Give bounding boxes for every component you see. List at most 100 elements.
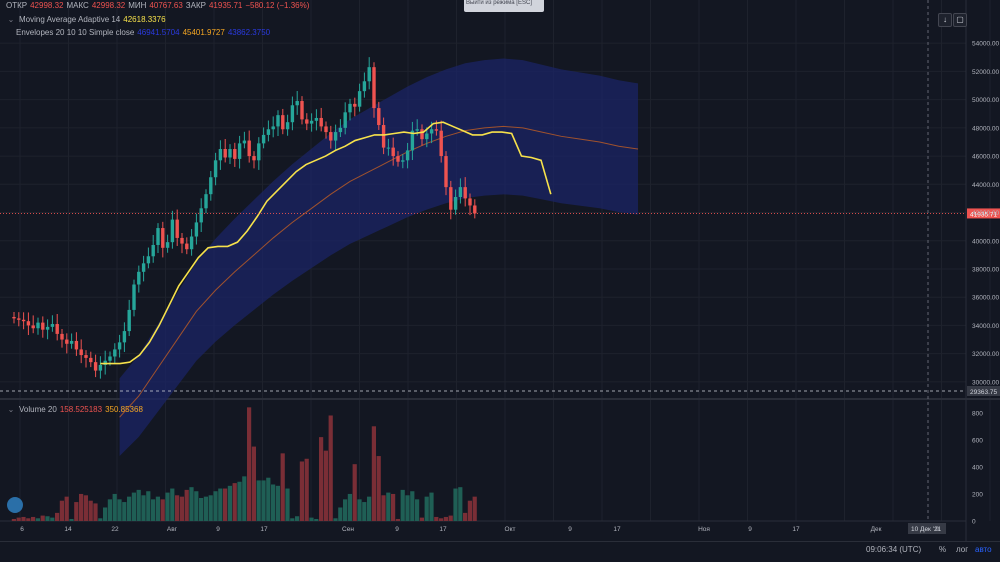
volume-bar bbox=[136, 489, 141, 521]
candle-body bbox=[429, 129, 434, 134]
candle-body bbox=[60, 333, 64, 340]
last-price-badge bbox=[967, 208, 1000, 219]
candle-body bbox=[218, 149, 223, 161]
candle-body bbox=[252, 156, 256, 161]
high-value: 42998.32 bbox=[91, 1, 126, 10]
volume-bar bbox=[434, 516, 439, 521]
x-tick-label: 17 bbox=[613, 526, 621, 533]
log-toggle[interactable]: лог bbox=[956, 545, 969, 554]
change-value: −580.12 (−1.36%) bbox=[245, 1, 310, 10]
candle-body bbox=[194, 222, 199, 237]
candle-body bbox=[391, 147, 395, 157]
candle-body bbox=[74, 340, 79, 350]
candle-body bbox=[343, 112, 347, 128]
candle-body bbox=[146, 256, 151, 264]
candle-body bbox=[189, 236, 194, 250]
x-tick-label: 6 bbox=[20, 526, 24, 533]
volume-value1: 158.525183 bbox=[59, 405, 103, 414]
volume-bar bbox=[189, 487, 194, 521]
volume-bar bbox=[237, 481, 242, 521]
volume-bar bbox=[74, 502, 79, 521]
low-price-badge bbox=[967, 386, 1000, 396]
candle-body bbox=[213, 160, 218, 178]
volume-bar bbox=[415, 499, 420, 521]
volume-bar bbox=[165, 492, 170, 521]
candle-body bbox=[223, 149, 227, 158]
x-tick-label: 22 bbox=[111, 526, 119, 533]
volume-legend[interactable]: ⌄ Volume 20 158.525183 350.85368 bbox=[6, 405, 143, 414]
candle-body bbox=[55, 324, 59, 334]
candle-body bbox=[290, 105, 295, 123]
ohlc-legend: ОТКР 42998.32 МАКС 42998.32 МИН 40767.63 ЗА… bbox=[6, 1, 309, 10]
volume-tick-label: 0 bbox=[972, 519, 976, 526]
candle-body bbox=[165, 242, 170, 248]
volume-bar bbox=[64, 496, 69, 521]
volume-bar bbox=[184, 489, 189, 521]
candle-body bbox=[151, 244, 155, 257]
volume-bar bbox=[463, 512, 468, 521]
candle-body bbox=[329, 132, 333, 141]
candle-body bbox=[314, 117, 319, 121]
volume-bar bbox=[280, 453, 285, 521]
x-tick-label: Дек bbox=[871, 526, 882, 533]
volume-bar bbox=[103, 507, 108, 521]
candle-body bbox=[89, 357, 93, 363]
y-tick-label: 54000.00 bbox=[972, 41, 999, 48]
chevron-down-icon[interactable]: ⌄ bbox=[7, 405, 15, 414]
fullscreen-button[interactable]: ▢ bbox=[953, 13, 967, 27]
volume-bar bbox=[127, 496, 132, 521]
volume-bar bbox=[232, 483, 237, 521]
exit-fullscreen-tooltip: Выйти из режима [ESC] bbox=[464, 0, 544, 12]
volume-bar bbox=[170, 488, 175, 521]
volume-bar bbox=[208, 495, 213, 521]
y-tick-label: 40000.00 bbox=[972, 238, 999, 245]
envelopes-legend[interactable]: Envelopes 20 10 10 Simple close 46941.57… bbox=[16, 28, 270, 37]
volume-bar bbox=[343, 499, 348, 521]
volume-bar bbox=[424, 496, 429, 521]
scroll-down-button[interactable]: ↓ bbox=[938, 13, 952, 27]
candle-body bbox=[453, 197, 458, 210]
auto-toggle[interactable]: авто bbox=[975, 545, 992, 554]
volume-bar bbox=[179, 496, 184, 521]
y-tick-label: 48000.00 bbox=[972, 125, 999, 132]
y-tick-label: 34000.00 bbox=[972, 323, 999, 330]
candle-body bbox=[266, 129, 271, 135]
tradingview-logo[interactable] bbox=[7, 497, 23, 513]
volume-bar bbox=[199, 498, 204, 521]
candle-body bbox=[41, 322, 45, 330]
x-tick-label: Сен bbox=[342, 526, 354, 533]
close-value: 41935.71 bbox=[208, 1, 243, 10]
candle-body bbox=[468, 198, 472, 206]
percent-toggle[interactable]: % bbox=[939, 545, 947, 554]
candle-body bbox=[261, 134, 266, 144]
chevron-down-icon[interactable]: ⌄ bbox=[7, 15, 15, 24]
candle-body bbox=[242, 140, 247, 144]
volume-bar bbox=[367, 496, 372, 521]
volume-bar bbox=[347, 493, 352, 521]
candle-body bbox=[434, 129, 439, 131]
ma-legend[interactable]: ⌄ Moving Average Adaptive 14 42618.3376 bbox=[6, 15, 166, 24]
x-tick-label: 17 bbox=[260, 526, 268, 533]
y-tick-label: 52000.00 bbox=[972, 69, 999, 76]
x-tick-label: 9 bbox=[395, 526, 399, 533]
volume-bar bbox=[227, 485, 232, 521]
candle-body bbox=[45, 326, 50, 330]
crosshair-date-label: 10 Дек '21 bbox=[911, 526, 942, 533]
candle-body bbox=[357, 91, 362, 107]
volume-name: Volume 20 bbox=[19, 405, 57, 414]
y-tick-label: 42000.00 bbox=[972, 210, 999, 217]
volume-bar bbox=[59, 500, 64, 521]
volume-bar bbox=[376, 456, 381, 521]
candle-body bbox=[372, 67, 376, 109]
candle-body bbox=[415, 129, 419, 131]
volume-bar bbox=[175, 495, 180, 521]
candle-body bbox=[367, 67, 371, 82]
candle-body bbox=[377, 108, 381, 126]
volume-bar bbox=[160, 499, 165, 521]
x-tick-label: 17 bbox=[439, 526, 447, 533]
candle-body bbox=[137, 271, 141, 285]
y-tick-label: 36000.00 bbox=[972, 295, 999, 302]
utc-time[interactable]: 09:06:34 (UTC) bbox=[866, 545, 922, 554]
